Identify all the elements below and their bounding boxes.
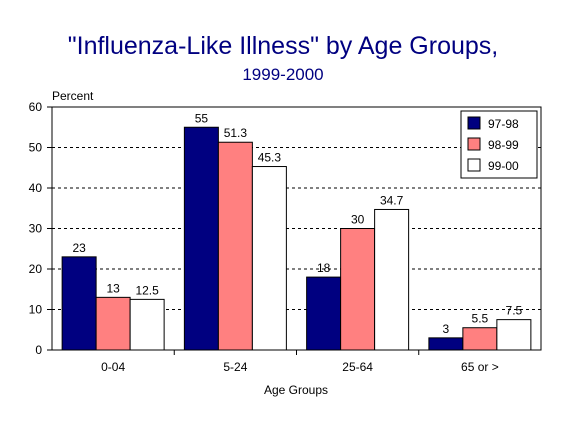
- data-label: 51.3: [224, 126, 248, 140]
- data-label: 18: [317, 261, 331, 275]
- data-label: 55: [195, 111, 209, 125]
- legend-label: 97-98: [488, 117, 519, 131]
- y-tick-label: 40: [29, 181, 43, 195]
- legend-label: 98-99: [488, 138, 519, 152]
- data-label: 5.5: [472, 312, 489, 326]
- data-label: 30: [351, 213, 365, 227]
- legend: 97-98 98-99 99-00: [460, 110, 538, 179]
- bar: [340, 228, 376, 351]
- bar: [462, 327, 498, 351]
- data-label: 3: [443, 322, 450, 336]
- y-tick-label: 20: [29, 262, 43, 276]
- bar: [496, 319, 532, 351]
- data-label: 45.3: [258, 151, 282, 165]
- x-tick-label: 65 or >: [461, 360, 499, 374]
- legend-label: 99-00: [488, 159, 519, 173]
- chart-title: "Influenza-Like Illness" by Age Groups,: [68, 32, 498, 60]
- data-label: 13: [106, 281, 120, 295]
- bar: [306, 276, 342, 351]
- bar: [251, 166, 287, 351]
- y-tick-label: 30: [29, 222, 43, 236]
- x-tick-label: 25-64: [342, 360, 373, 374]
- data-label: 23: [72, 241, 86, 255]
- legend-swatch: [467, 116, 481, 130]
- bar: [129, 298, 165, 351]
- bar: [61, 256, 97, 351]
- y-tick-label: 50: [29, 141, 43, 155]
- data-label: 7.5: [506, 304, 523, 318]
- x-tick-label: 0-04: [101, 360, 125, 374]
- y-tick-label: 10: [29, 303, 43, 317]
- legend-swatch: [467, 158, 481, 172]
- plot-area: 0 10 20 30 40 50 60 23 13 12.5 0-04 55 51.3 45.3 5-24 1…: [29, 100, 542, 374]
- x-axis-label: Age Groups: [264, 383, 328, 397]
- bar: [95, 296, 131, 351]
- y-tick-label: 60: [29, 100, 43, 114]
- bar: [217, 141, 253, 351]
- x-tick-label: 5-24: [223, 360, 247, 374]
- bar: [183, 126, 219, 351]
- y-axis-label: Percent: [52, 89, 94, 103]
- bar: [374, 208, 410, 351]
- chart-subtitle: 1999-2000: [242, 65, 323, 84]
- y-tick-label: 0: [35, 343, 42, 357]
- data-label: 12.5: [135, 283, 159, 297]
- data-label: 34.7: [380, 193, 404, 207]
- legend-swatch: [467, 137, 481, 151]
- bar: [428, 337, 464, 351]
